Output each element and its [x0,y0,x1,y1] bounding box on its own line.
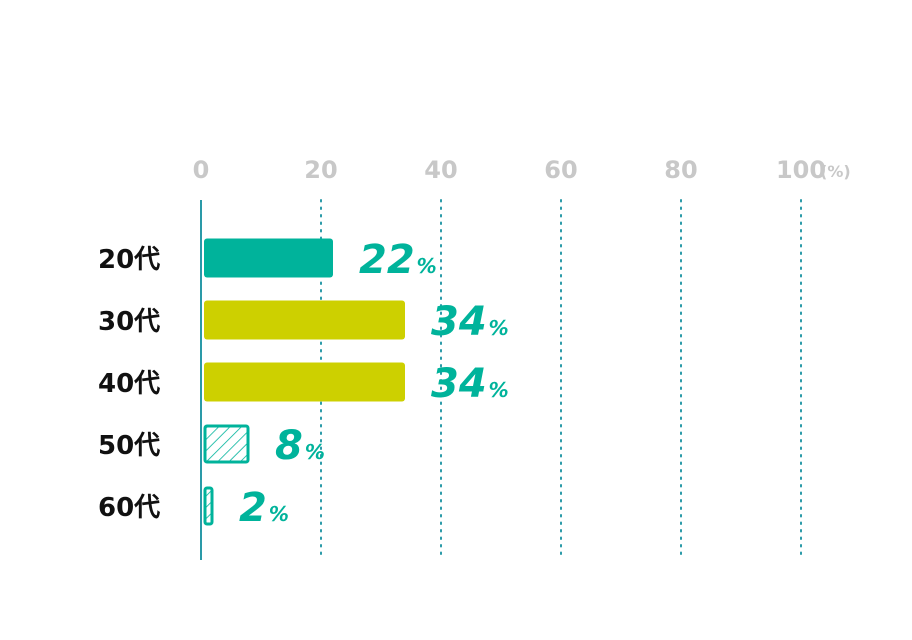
value-number: 34 [431,361,487,407]
category-label: 30代 [98,307,160,337]
bar-60代 [203,486,214,526]
x-axis-ticks: 0 20 40 60 80 100(%) [193,156,851,184]
bar-50代 [203,424,250,464]
x-tick-label: 20 [304,156,337,184]
category-label: 60代 [98,493,160,523]
value-number: 2 [239,485,267,531]
category-label: 40代 [98,369,160,399]
value-label: 8% [275,423,325,469]
value-label: 22% [359,237,437,283]
value-number: 34 [431,299,487,345]
value-percent-sign: % [269,502,289,526]
value-label: 34% [431,361,509,407]
category-label: 50代 [98,431,160,461]
value-percent-sign: % [489,378,509,402]
bars [203,238,405,526]
labels: 20代 22 % 30代 34 % 40代 34 % 50代 8 % 60代 2% [98,237,509,531]
grid-lines [320,199,802,561]
value-percent-sign: % [417,254,437,278]
bar-40代 [204,362,405,402]
value-percent-sign: % [305,440,325,464]
x-tick-label: 100 [776,156,826,184]
bar-20代 [204,238,333,278]
x-tick-label: 80 [664,156,697,184]
x-tick-label: 60 [544,156,577,184]
value-number: 8 [275,423,303,469]
value-label: 34% [431,299,509,345]
bar-30代 [204,300,405,340]
value-number: 22 [359,237,415,283]
x-axis-unit: (%) [820,162,851,181]
value-label: 2% [239,485,289,531]
value-percent-sign: % [489,316,509,340]
x-tick-label: 40 [424,156,457,184]
category-label: 20代 [98,245,160,275]
x-tick-label: 0 [193,156,210,184]
